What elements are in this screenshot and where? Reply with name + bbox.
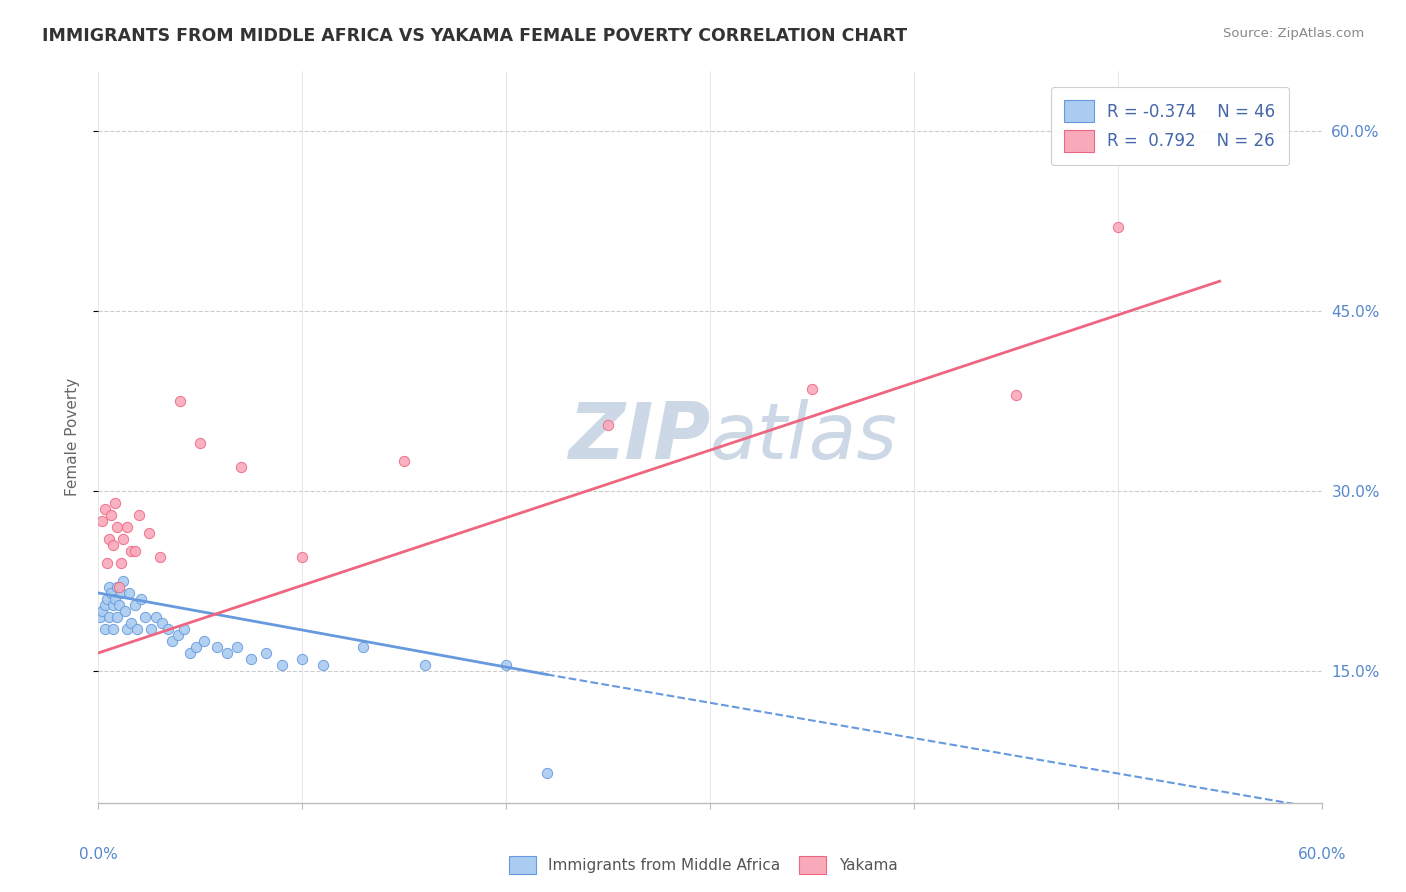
Point: [291, 549, 314, 564]
Point: [101, 598, 124, 612]
Point: [495, 657, 517, 672]
Point: [91, 604, 114, 618]
Point: [97, 580, 120, 594]
Point: [93, 502, 115, 516]
Point: [108, 580, 131, 594]
Point: [115, 622, 138, 636]
Point: [114, 604, 136, 618]
Point: [1004, 388, 1026, 402]
Point: [104, 591, 127, 606]
Point: [105, 580, 128, 594]
Point: [100, 586, 122, 600]
Point: [392, 454, 416, 468]
Point: [186, 640, 208, 654]
Point: [111, 574, 134, 588]
Point: [156, 622, 179, 636]
Point: [128, 508, 150, 522]
Point: [173, 622, 195, 636]
Point: [93, 598, 115, 612]
Point: [150, 615, 173, 630]
Point: [96, 591, 118, 606]
Point: [105, 610, 128, 624]
Text: Source: ZipAtlas.com: Source: ZipAtlas.com: [1223, 27, 1364, 40]
Point: [97, 610, 120, 624]
Point: [312, 657, 335, 672]
Text: ZIP: ZIP: [568, 399, 710, 475]
Text: atlas: atlas: [710, 399, 898, 475]
Point: [105, 520, 128, 534]
Point: [93, 622, 115, 636]
Point: [352, 640, 374, 654]
Point: [193, 634, 215, 648]
Point: [413, 657, 436, 672]
Point: [91, 514, 114, 528]
Point: [169, 394, 191, 409]
Text: 0.0%: 0.0%: [79, 847, 118, 862]
Point: [240, 652, 263, 666]
Point: [536, 765, 558, 780]
Point: [1107, 220, 1129, 235]
Point: [134, 610, 156, 624]
Point: [115, 520, 138, 534]
Point: [124, 544, 146, 558]
Point: [127, 622, 149, 636]
Y-axis label: Female Poverty: Female Poverty: [65, 378, 80, 496]
Point: [179, 646, 201, 660]
Point: [101, 538, 124, 552]
Point: [215, 646, 238, 660]
Point: [96, 556, 118, 570]
Point: [89, 610, 111, 624]
Point: [124, 598, 146, 612]
Point: [270, 657, 294, 672]
Point: [108, 598, 131, 612]
Point: [120, 615, 142, 630]
Point: [167, 628, 190, 642]
Point: [110, 556, 132, 570]
Legend: Immigrants from Middle Africa, Yakama: Immigrants from Middle Africa, Yakama: [502, 850, 904, 880]
Point: [205, 640, 228, 654]
Point: [598, 418, 620, 433]
Point: [118, 586, 141, 600]
Point: [104, 496, 127, 510]
Point: [120, 544, 142, 558]
Point: [160, 634, 183, 648]
Point: [101, 622, 124, 636]
Legend: R = -0.374    N = 46, R =  0.792    N = 26: R = -0.374 N = 46, R = 0.792 N = 26: [1050, 87, 1289, 165]
Point: [254, 646, 277, 660]
Point: [97, 532, 120, 546]
Point: [801, 382, 824, 396]
Point: [149, 549, 172, 564]
Point: [188, 436, 212, 450]
Point: [291, 652, 314, 666]
Point: [100, 508, 122, 522]
Text: 60.0%: 60.0%: [1298, 847, 1346, 862]
Point: [129, 591, 152, 606]
Point: [141, 622, 163, 636]
Text: IMMIGRANTS FROM MIDDLE AFRICA VS YAKAMA FEMALE POVERTY CORRELATION CHART: IMMIGRANTS FROM MIDDLE AFRICA VS YAKAMA …: [42, 27, 907, 45]
Point: [145, 610, 167, 624]
Point: [111, 532, 134, 546]
Point: [231, 460, 253, 475]
Point: [226, 640, 249, 654]
Point: [138, 526, 160, 541]
Point: [110, 586, 132, 600]
